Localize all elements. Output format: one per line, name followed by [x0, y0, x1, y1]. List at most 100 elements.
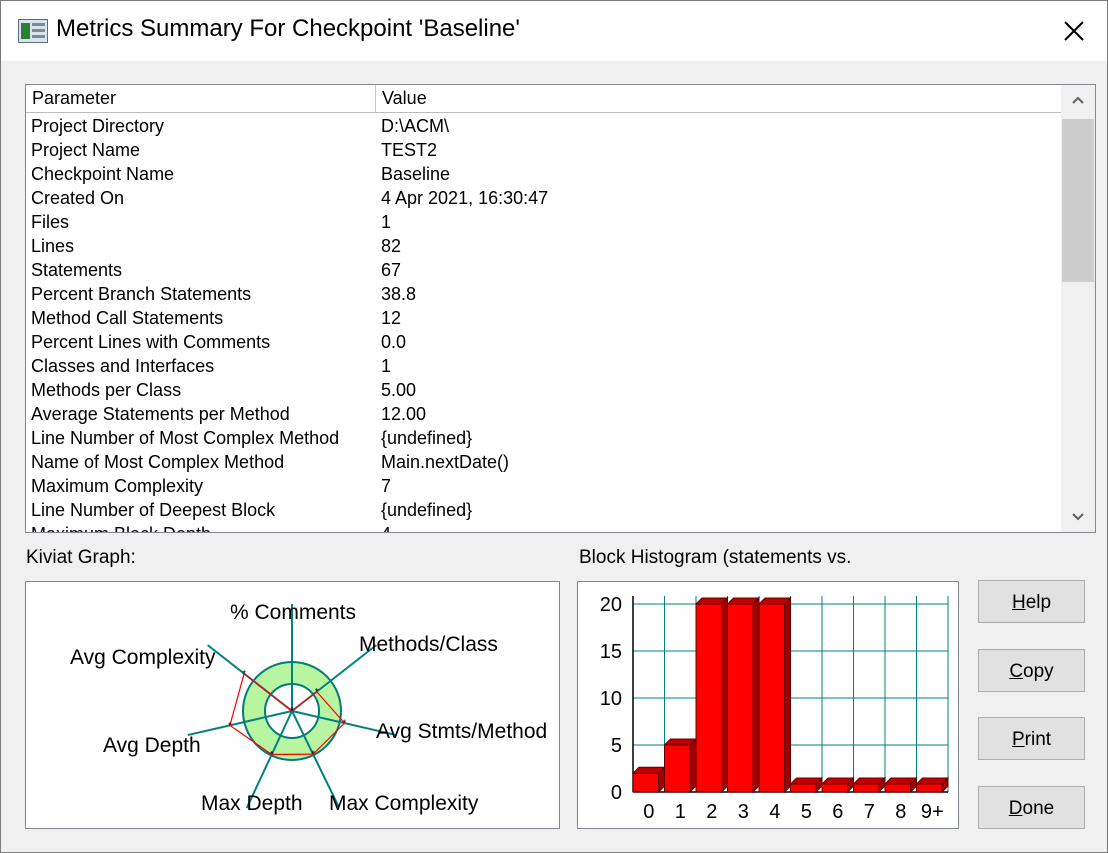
table-row[interactable]: Project Directory D:\ACM\: [26, 114, 1062, 138]
parameter-cell: Classes and Interfaces: [31, 356, 215, 376]
kiviat-axis-label: Max Complexity: [329, 792, 479, 815]
parameter-cell: Percent Branch Statements: [31, 284, 252, 304]
table-row[interactable]: Project Name TEST2: [26, 138, 1062, 162]
value-cell: 12: [381, 308, 402, 328]
y-tick-label: 5: [611, 735, 622, 757]
parameter-cell: Line Number of Most Complex Method: [31, 428, 340, 448]
parameter-cell: Checkpoint Name: [31, 164, 175, 184]
table-row[interactable]: Line Number of Most Complex Method {undef…: [26, 426, 1062, 450]
value-cell: 7: [381, 476, 392, 496]
y-tick-label: 15: [600, 641, 622, 663]
x-tick-label: 1: [675, 801, 686, 823]
value-cell: Main.nextDate(): [381, 452, 510, 472]
value-cell: {undefined}: [381, 500, 473, 520]
y-tick-label: 0: [611, 782, 622, 804]
table-row[interactable]: Files 1: [26, 210, 1062, 234]
x-tick-label: 6: [832, 801, 843, 823]
x-tick-label: 7: [864, 801, 875, 823]
table-row[interactable]: Methods per Class 5.00: [26, 378, 1062, 402]
copy-button[interactable]: Copy: [978, 649, 1085, 692]
value-cell: TEST2: [381, 140, 438, 160]
app-icon: [18, 19, 48, 43]
block-histogram: 0 5 10 15 20 0 1 2 3 4 5 6 7 8 9+: [577, 581, 959, 829]
table-row[interactable]: Method Call Statements 12: [26, 306, 1062, 330]
scroll-thumb[interactable]: [1062, 119, 1094, 282]
value-cell: 12.00: [381, 404, 427, 424]
parameter-cell: Average Statements per Method: [31, 404, 290, 424]
table-row[interactable]: Classes and Interfaces 1: [26, 354, 1062, 378]
table-row[interactable]: Name of Most Complex Method Main.nextDate…: [26, 450, 1062, 474]
histogram-bar: [726, 596, 761, 794]
value-cell: 38.8: [381, 284, 417, 304]
parameter-cell: Project Name: [31, 140, 141, 160]
kiviat-point: *: [343, 718, 347, 728]
kiviat-axis-label: Max Depth: [201, 792, 303, 815]
print-button[interactable]: Print: [978, 717, 1085, 760]
histogram-label: Block Histogram (statements vs.: [579, 547, 852, 568]
histogram-bar: [789, 776, 824, 794]
help-button[interactable]: Help: [978, 580, 1085, 623]
parameter-cell: Files: [31, 212, 70, 232]
x-tick-label: 2: [706, 801, 717, 823]
table-header: Parameter Value: [26, 85, 1062, 113]
parameter-cell: Maximum Complexity: [31, 476, 204, 496]
title-bar: Metrics Summary For Checkpoint 'Baseline…: [1, 1, 1107, 61]
kiviat-point: *: [242, 669, 246, 679]
x-tick-label: 3: [738, 801, 749, 823]
kiviat-axis-label: Avg Depth: [103, 734, 201, 757]
value-cell: 82: [381, 236, 402, 256]
table-row[interactable]: Statements 67: [26, 258, 1062, 282]
parameter-cell: Percent Lines with Comments: [31, 332, 271, 352]
kiviat-axis: [245, 710, 293, 809]
column-header-parameter[interactable]: Parameter: [26, 85, 376, 112]
table-row[interactable]: Line Number of Deepest Block {undefined}: [26, 498, 1062, 522]
value-cell: 67: [381, 260, 402, 280]
metrics-table[interactable]: Parameter Value Project Directory D:\ACM\…: [25, 84, 1096, 533]
kiviat-point: *: [290, 706, 294, 716]
kiviat-label: Kiviat Graph:: [26, 547, 136, 568]
value-cell: 4: [381, 522, 391, 532]
close-icon: [1064, 21, 1084, 41]
table-row[interactable]: Checkpoint Name Baseline: [26, 162, 1062, 186]
scroll-down-button[interactable]: [1061, 502, 1095, 532]
x-tick-label: 9+: [921, 801, 944, 823]
x-tick-label: 4: [769, 801, 780, 823]
value-cell: {undefined}: [381, 428, 473, 448]
kiviat-point: *: [228, 720, 232, 730]
y-tick-label: 20: [600, 594, 622, 616]
window-title: Metrics Summary For Checkpoint 'Baseline…: [56, 15, 520, 42]
value-cell: 1: [381, 212, 392, 232]
histogram-bar: [852, 776, 887, 794]
table-row[interactable]: Created On 4 Apr 2021, 16:30:47: [26, 186, 1062, 210]
table-row[interactable]: Lines 82: [26, 234, 1062, 258]
column-header-value[interactable]: Value: [376, 85, 1062, 112]
table-row[interactable]: Percent Lines with Comments 0.0: [26, 330, 1062, 354]
kiviat-axis: [187, 710, 293, 737]
table-row[interactable]: Percent Branch Statements 38.8: [26, 282, 1062, 306]
vertical-scrollbar[interactable]: [1061, 85, 1095, 532]
histogram-bar: [663, 737, 698, 794]
scroll-up-button[interactable]: [1061, 85, 1095, 115]
table-row[interactable]: Maximum Complexity 7: [26, 474, 1062, 498]
close-button[interactable]: [1051, 9, 1097, 53]
value-cell: D:\ACM\: [381, 116, 450, 136]
parameter-cell: Method Call Statements: [31, 308, 224, 328]
done-button[interactable]: Done: [978, 786, 1085, 829]
table-row[interactable]: Average Statements per Method 12.00: [26, 402, 1062, 426]
value-cell: 4 Apr 2021, 16:30:47: [381, 188, 549, 208]
histogram-bar: [883, 776, 918, 794]
kiviat-axis-label: % Comments: [230, 601, 356, 624]
table-row[interactable]: Maximum Block Depth 4: [26, 522, 1062, 532]
kiviat-point: *: [315, 687, 319, 697]
parameter-cell: Methods per Class: [31, 380, 182, 400]
x-tick-label: 5: [801, 801, 812, 823]
parameter-cell: Line Number of Deepest Block: [31, 500, 276, 520]
value-cell: 1: [381, 356, 392, 376]
parameter-cell: Lines: [31, 236, 75, 256]
chevron-up-icon: [1072, 96, 1084, 104]
kiviat-axis: [291, 710, 340, 808]
x-tick-label: 0: [643, 801, 654, 823]
kiviat-polygon: [229, 672, 346, 756]
histogram-bar: [694, 596, 729, 794]
